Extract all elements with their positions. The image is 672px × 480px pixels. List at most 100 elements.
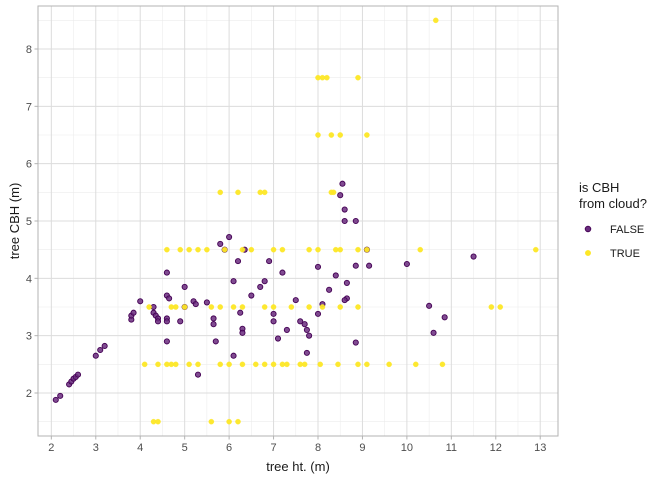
x-tick-label: 4 — [137, 442, 143, 454]
data-point-true — [319, 304, 326, 310]
data-point-false — [426, 302, 433, 309]
x-tick-label: 8 — [315, 442, 321, 454]
data-point-true — [337, 132, 343, 138]
data-point-false — [341, 206, 348, 213]
data-point-true — [226, 361, 232, 368]
x-tick-label: 12 — [490, 442, 502, 454]
data-point-false — [303, 326, 310, 333]
data-point-false — [177, 318, 184, 325]
data-point-true — [364, 246, 370, 253]
data-point-false — [130, 309, 137, 316]
data-point-true — [284, 361, 290, 368]
legend-label-false: FALSE — [610, 224, 644, 236]
data-point-true — [221, 246, 228, 253]
data-point-true — [433, 17, 439, 24]
data-point-false — [403, 260, 410, 268]
data-point-true — [270, 246, 277, 253]
y-tick-label: 7 — [26, 101, 32, 113]
data-point-false — [163, 318, 170, 325]
data-point-true — [355, 361, 361, 368]
data-point-true — [239, 361, 246, 368]
y-tick-label: 5 — [26, 216, 32, 228]
data-point-true — [355, 246, 361, 253]
data-point-true — [217, 361, 223, 368]
data-point-true — [335, 361, 341, 368]
data-point-true — [288, 304, 295, 310]
data-point-false — [226, 234, 233, 241]
data-point-true — [164, 246, 170, 253]
data-point-true — [217, 304, 223, 310]
data-point-false — [314, 263, 322, 270]
data-point-false — [194, 371, 202, 378]
data-point-false — [210, 321, 217, 328]
x-axis-title: tree ht. (m) — [266, 459, 330, 474]
data-point-false — [137, 298, 144, 305]
data-point-false — [266, 258, 273, 265]
data-point-true — [337, 246, 343, 253]
data-point-false — [230, 352, 237, 359]
data-point-true — [235, 189, 241, 196]
data-point-false — [326, 286, 333, 293]
data-point-true — [204, 246, 210, 253]
data-point-false — [52, 396, 59, 403]
data-points — [52, 17, 539, 425]
data-point-true — [330, 189, 337, 196]
data-point-false — [352, 262, 359, 269]
data-point-true — [261, 304, 268, 310]
data-point-false — [297, 318, 304, 325]
data-point-true — [386, 361, 392, 368]
data-point-true — [270, 304, 277, 310]
data-point-true — [186, 361, 192, 368]
data-point-true — [413, 361, 419, 368]
y-axis-ticks: 2 3 4 5 6 7 8 — [26, 44, 38, 400]
data-point-false — [97, 346, 104, 354]
data-point-false — [341, 297, 348, 304]
data-point-true — [315, 132, 321, 138]
data-point-true — [337, 304, 343, 310]
data-point-true — [324, 74, 330, 81]
data-point-false — [274, 335, 282, 342]
data-point-false — [210, 315, 217, 322]
major-gridlines — [38, 6, 558, 436]
x-tick-label: 13 — [534, 442, 546, 454]
data-point-false — [230, 278, 237, 285]
legend-key-false — [584, 225, 592, 233]
data-point-true — [235, 418, 241, 425]
data-point-true — [248, 246, 255, 253]
data-point-false — [279, 269, 286, 276]
data-point-true — [261, 361, 268, 368]
data-point-true — [270, 361, 277, 368]
y-tick-label: 6 — [26, 159, 32, 171]
data-point-false — [212, 338, 219, 345]
data-point-false — [303, 349, 310, 356]
data-point-true — [497, 304, 503, 310]
data-point-true — [315, 246, 321, 253]
data-point-true — [355, 74, 361, 81]
data-point-true — [177, 246, 183, 253]
series-true — [141, 17, 539, 425]
data-point-false — [332, 272, 339, 279]
data-point-false — [57, 392, 64, 399]
data-point-true — [208, 418, 215, 425]
data-point-false — [257, 283, 264, 290]
data-point-false — [283, 326, 290, 333]
y-tick-label: 8 — [26, 44, 32, 56]
data-point-true — [417, 246, 423, 253]
data-point-false — [101, 342, 108, 350]
data-point-true — [261, 189, 268, 196]
data-point-true — [141, 361, 148, 368]
data-point-false — [314, 310, 322, 317]
data-point-false — [339, 180, 346, 187]
data-point-false — [430, 329, 437, 336]
data-point-true — [186, 246, 192, 253]
legend-title-line-2: from cloud? — [579, 196, 647, 211]
data-point-true — [208, 304, 215, 310]
data-point-false — [203, 299, 210, 306]
data-point-false — [470, 253, 477, 260]
y-axis-title: tree CBH (m) — [7, 183, 22, 260]
data-point-true — [217, 189, 223, 196]
x-tick-label: 2 — [48, 442, 54, 454]
data-point-true — [173, 361, 179, 368]
x-tick-label: 11 — [446, 442, 457, 454]
